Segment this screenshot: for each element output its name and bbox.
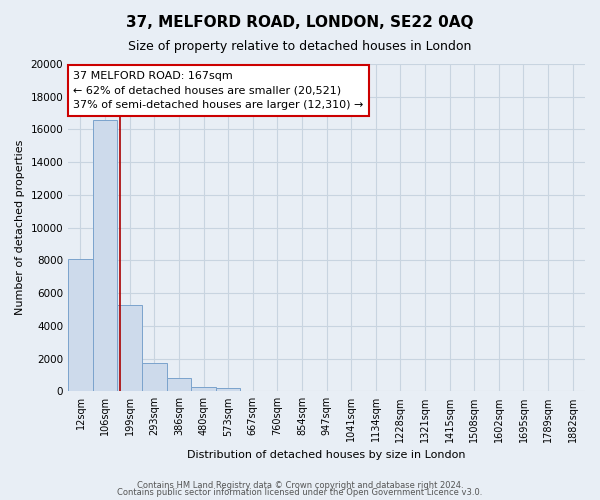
Text: Size of property relative to detached houses in London: Size of property relative to detached ho… bbox=[128, 40, 472, 53]
Bar bbox=[216, 388, 241, 392]
Bar bbox=[142, 362, 167, 392]
Text: 37, MELFORD ROAD, LONDON, SE22 0AQ: 37, MELFORD ROAD, LONDON, SE22 0AQ bbox=[126, 15, 474, 30]
Bar bbox=[68, 258, 93, 392]
Bar bbox=[167, 378, 191, 392]
Text: 37 MELFORD ROAD: 167sqm
← 62% of detached houses are smaller (20,521)
37% of sem: 37 MELFORD ROAD: 167sqm ← 62% of detache… bbox=[73, 70, 364, 110]
Text: Contains public sector information licensed under the Open Government Licence v3: Contains public sector information licen… bbox=[118, 488, 482, 497]
Bar bbox=[93, 120, 118, 392]
Y-axis label: Number of detached properties: Number of detached properties bbox=[15, 140, 25, 316]
Bar bbox=[118, 304, 142, 392]
Bar bbox=[191, 386, 216, 392]
X-axis label: Distribution of detached houses by size in London: Distribution of detached houses by size … bbox=[187, 450, 466, 460]
Text: Contains HM Land Registry data © Crown copyright and database right 2024.: Contains HM Land Registry data © Crown c… bbox=[137, 480, 463, 490]
